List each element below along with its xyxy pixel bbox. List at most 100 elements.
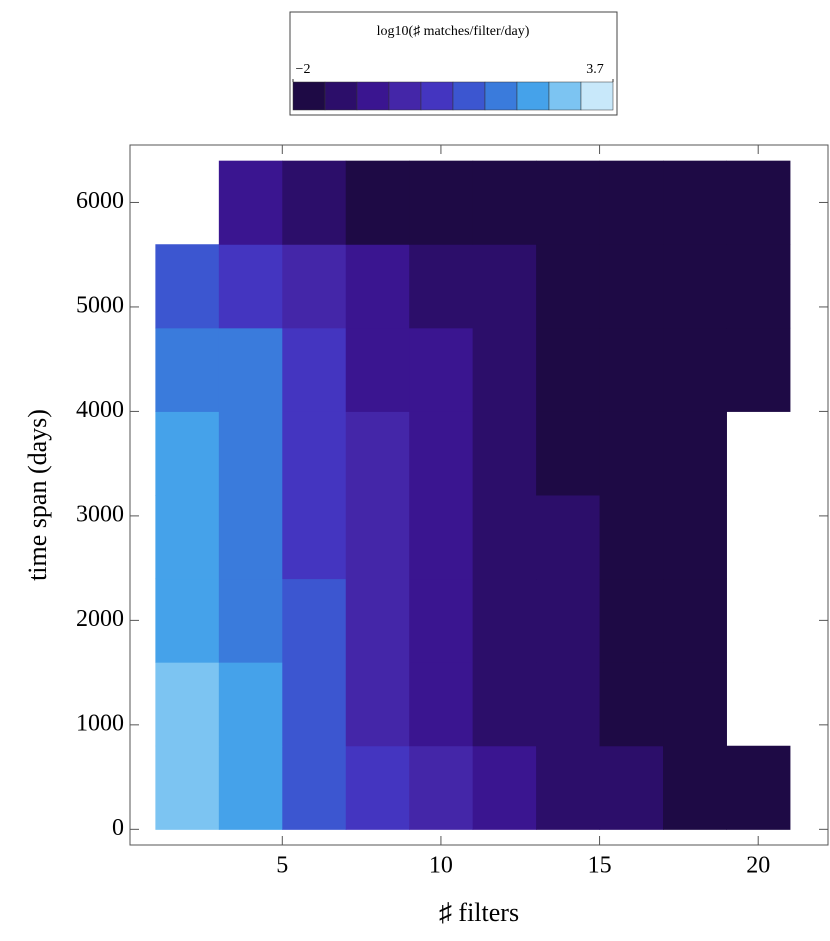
heat-cell [282, 495, 347, 580]
heat-cell [409, 495, 474, 580]
heat-cell [218, 327, 283, 412]
heat-cell [218, 745, 283, 830]
heat-cell [536, 244, 601, 329]
colorbar-swatch [484, 81, 518, 111]
heat-cell [409, 578, 474, 663]
y-tick-label: 2000 [76, 606, 124, 632]
plot-frame [129, 144, 829, 846]
heat-cell [282, 160, 347, 245]
colorbar-swatch [516, 81, 550, 111]
colorbar-tick-label: 3.7 [586, 62, 604, 77]
heat-cell [472, 578, 537, 663]
colorbar-swatch [548, 81, 582, 111]
heat-cell [536, 411, 601, 496]
heat-cell [409, 244, 474, 329]
heat-cell [282, 327, 347, 412]
heat-cell [345, 244, 410, 329]
heat-cell [599, 411, 664, 496]
x-axis-label: ♯ filters [439, 898, 519, 927]
heat-cell [345, 495, 410, 580]
x-tick-label: 15 [588, 853, 612, 879]
heat-cell [155, 578, 220, 663]
colorbar-swatch [420, 81, 454, 111]
heat-cell [282, 578, 347, 663]
heat-cell [599, 160, 664, 245]
heat-cell [155, 327, 220, 412]
heat-cell [599, 327, 664, 412]
heat-cell [472, 411, 537, 496]
heat-cell [409, 327, 474, 412]
heat-cell [345, 411, 410, 496]
heat-cell [218, 244, 283, 329]
heat-cell [472, 160, 537, 245]
heat-cell [599, 578, 664, 663]
heat-cell [218, 411, 283, 496]
heat-cell [663, 327, 727, 412]
y-tick-label: 4000 [76, 397, 124, 423]
heat-cell [472, 244, 537, 329]
heat-cell [599, 244, 664, 329]
heat-cell [472, 327, 537, 412]
heat-cell [345, 662, 410, 747]
heat-cell [472, 495, 537, 580]
heat-cell [663, 244, 727, 329]
colorbar-swatch [324, 81, 358, 111]
colorbar-swatch [292, 81, 326, 111]
heat-cell [726, 160, 791, 245]
y-tick-label: 0 [112, 815, 124, 841]
x-tick-label: 5 [276, 853, 288, 879]
heat-cell [155, 495, 220, 580]
heat-cell [599, 495, 664, 580]
colorbar-swatch [356, 81, 390, 111]
heat-cell [536, 745, 601, 830]
heat-cell [599, 662, 664, 747]
x-tick-label: 10 [429, 853, 453, 879]
heat-cell [282, 745, 347, 830]
heat-cell [409, 160, 474, 245]
heat-cell [218, 495, 283, 580]
heat-cell [155, 662, 220, 747]
heat-cell [726, 327, 791, 412]
heat-cell [663, 578, 727, 663]
heat-cell [155, 411, 220, 496]
colorbar-tick-label: −2 [296, 62, 311, 77]
heat-cell [726, 244, 791, 329]
heat-cell [218, 578, 283, 663]
y-axis-label: time span (days) [23, 409, 52, 581]
heat-cell [599, 745, 664, 830]
heat-cell [536, 495, 601, 580]
heat-cell [536, 160, 601, 245]
colorbar-swatch [580, 81, 614, 111]
heat-cell [345, 327, 410, 412]
y-tick-label: 6000 [76, 188, 124, 214]
heat-cell [726, 745, 791, 830]
heat-cell [345, 160, 410, 245]
heat-cell [536, 327, 601, 412]
heat-cell [155, 244, 220, 329]
heat-cell [663, 411, 727, 496]
heat-cell [536, 578, 601, 663]
heat-cell [345, 578, 410, 663]
heat-cell [409, 411, 474, 496]
heat-cell [282, 244, 347, 329]
heat-cell [155, 745, 220, 830]
y-tick-label: 1000 [76, 710, 124, 736]
heat-cell [663, 662, 727, 747]
heat-cell [472, 662, 537, 747]
y-tick-label: 3000 [76, 501, 124, 527]
y-tick-label: 5000 [76, 292, 124, 318]
heat-cell [409, 745, 474, 830]
heat-cell [472, 745, 537, 830]
colorbar-title: log10(♯ matches/filter/day) [377, 24, 530, 39]
heat-cell [663, 495, 727, 580]
heat-cell [536, 662, 601, 747]
heat-cell [663, 160, 727, 245]
heat-cell [218, 160, 283, 245]
heat-cell [409, 662, 474, 747]
heat-cell [663, 745, 727, 830]
x-tick-label: 20 [746, 853, 770, 879]
heat-cell [218, 662, 283, 747]
heat-cell [282, 662, 347, 747]
colorbar-swatch [452, 81, 486, 111]
